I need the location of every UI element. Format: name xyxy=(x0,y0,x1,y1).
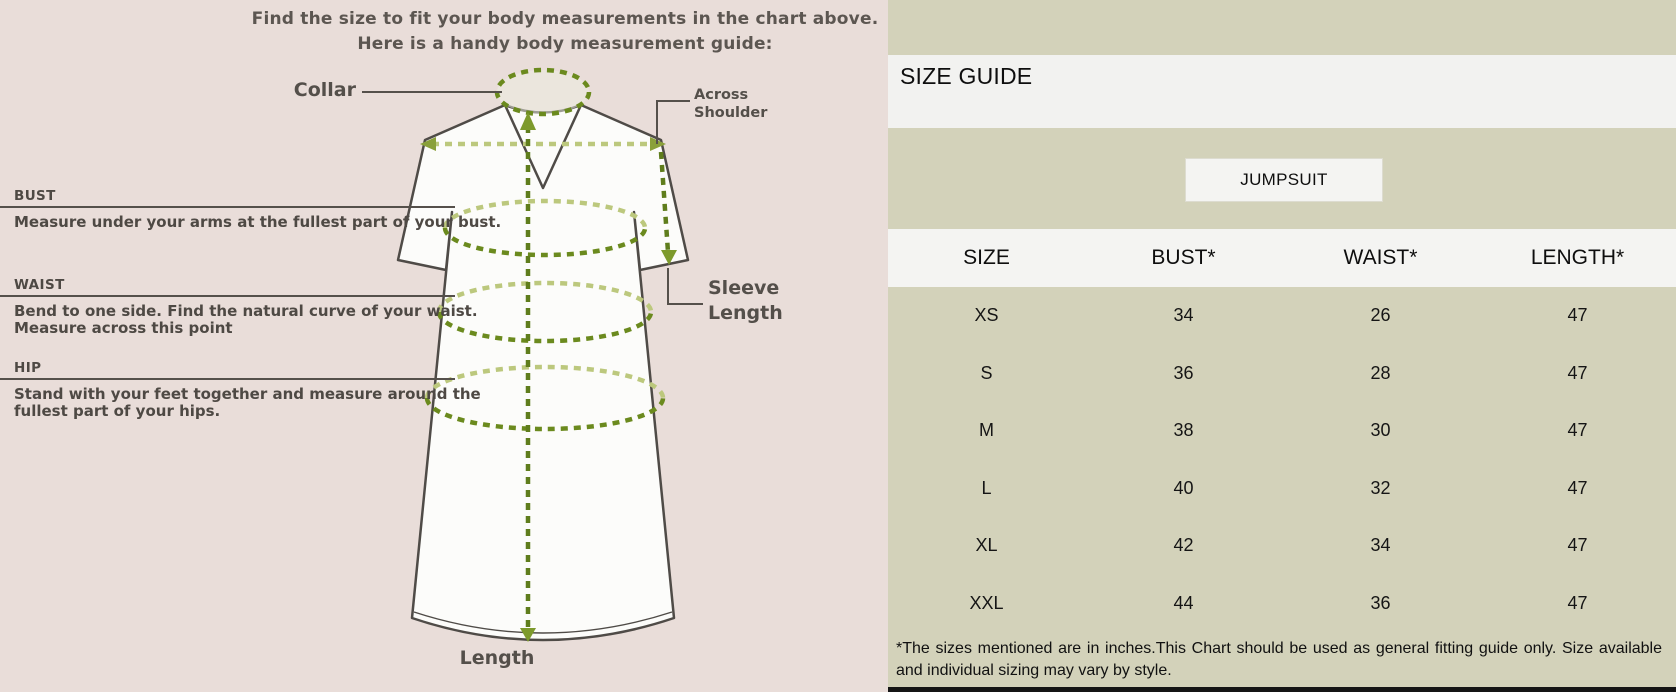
column-header-length: LENGTH* xyxy=(1530,246,1625,269)
size-cell: S xyxy=(980,362,993,383)
hip-description: Stand with your feet together and measur… xyxy=(14,385,481,420)
guide-title-line2: Here is a handy body measurement guide: xyxy=(357,34,773,54)
waist-rule xyxy=(0,295,455,297)
jumpsuit-category-button[interactable]: JUMPSUIT xyxy=(1185,158,1383,202)
bust-heading: BUST xyxy=(14,188,56,204)
length-cell: 47 xyxy=(1567,477,1588,498)
length-cell: 47 xyxy=(1567,362,1588,383)
column-header-size: SIZE xyxy=(963,246,1010,269)
waist-cell: 36 xyxy=(1370,592,1391,613)
waist-cell: 30 xyxy=(1370,420,1391,441)
size-chart-panel: SIZE GUIDE JUMPSUIT SIZE BUST* WAIST* LE… xyxy=(888,0,1676,692)
waist-cell: 34 xyxy=(1370,535,1391,556)
waist-cell: 26 xyxy=(1370,305,1391,326)
measurement-guide-panel: Find the size to fit your body measureme… xyxy=(0,0,888,692)
waist-cell: 28 xyxy=(1370,362,1391,383)
bust-cell: 44 xyxy=(1173,592,1194,613)
length-cell: 47 xyxy=(1567,305,1588,326)
length-arrow-down xyxy=(520,628,536,642)
across-shoulder-label: Across Shoulder xyxy=(694,87,768,121)
hip-heading: HIP xyxy=(14,360,42,376)
size-chart-footnote: *The sizes mentioned are in inches.This … xyxy=(896,638,1662,682)
length-cell: 47 xyxy=(1567,420,1588,441)
size-cell: L xyxy=(981,477,992,498)
size-cell: XS xyxy=(974,305,999,326)
collar-leader-line xyxy=(362,91,502,93)
length-cell: 47 xyxy=(1567,592,1588,613)
table-row-xl: XL 42 34 47 xyxy=(888,517,1676,575)
size-cell: XXL xyxy=(969,592,1004,613)
waist-ellipse xyxy=(436,280,654,313)
hip-ellipse xyxy=(424,364,666,399)
bust-cell: 34 xyxy=(1173,305,1194,326)
bust-rule xyxy=(0,206,455,208)
table-row-s: S 36 28 47 xyxy=(888,345,1676,403)
waist-cell: 32 xyxy=(1370,477,1391,498)
column-header-bust: BUST* xyxy=(1151,246,1216,269)
waist-description: Bend to one side. Find the natural curve… xyxy=(14,302,478,337)
sleeve-leader-h xyxy=(667,303,703,305)
size-cell: XL xyxy=(975,535,998,556)
footnote-line2: and individual sizing may vary by style. xyxy=(896,662,1172,679)
bust-ellipse xyxy=(442,198,648,229)
guide-title-line1: Find the size to fit your body measureme… xyxy=(251,9,879,29)
garment-diagram xyxy=(396,67,690,642)
size-table-header-row: SIZE BUST* WAIST* LENGTH* xyxy=(888,229,1676,287)
footnote-line1: *The sizes mentioned are in inches.This … xyxy=(896,640,1662,657)
collar-ellipse xyxy=(494,67,592,117)
sleeve-leader-v xyxy=(667,268,669,305)
bust-cell: 38 xyxy=(1173,420,1194,441)
bust-cell: 40 xyxy=(1173,477,1194,498)
bust-cell: 42 xyxy=(1173,535,1194,556)
hip-rule xyxy=(0,378,455,380)
size-cell: M xyxy=(979,420,994,441)
across-shoulder-leader-v xyxy=(656,100,658,144)
across-shoulder-leader-h xyxy=(656,100,690,102)
size-table-body: XS 34 26 47 S 36 28 47 M 38 30 47 L 40 3… xyxy=(888,287,1676,632)
length-label: Length xyxy=(459,647,535,669)
table-row-l: L 40 32 47 xyxy=(888,460,1676,518)
size-guide-header-band: SIZE GUIDE xyxy=(888,55,1676,128)
shoulder-arrow-right xyxy=(650,137,666,151)
bust-description: Measure under your arms at the fullest p… xyxy=(14,213,502,231)
bottom-divider-strip xyxy=(888,687,1676,692)
vneck-line xyxy=(503,104,583,190)
sleeve-length-label: Sleeve Length xyxy=(708,277,783,324)
table-row-xs: XS 34 26 47 xyxy=(888,287,1676,345)
bust-cell: 36 xyxy=(1173,362,1194,383)
shoulder-arrow-left xyxy=(420,137,436,151)
sleeve-arrow-down xyxy=(661,250,677,265)
column-header-waist: WAIST* xyxy=(1343,246,1418,269)
waist-heading: WAIST xyxy=(14,277,65,293)
sleeve-line xyxy=(658,151,671,253)
table-row-xxl: XXL 44 36 47 xyxy=(888,575,1676,633)
size-guide-title: SIZE GUIDE xyxy=(900,63,1033,89)
collar-label: Collar xyxy=(293,79,356,101)
length-cell: 47 xyxy=(1567,535,1588,556)
hem-inner-line xyxy=(413,611,673,634)
table-row-m: M 38 30 47 xyxy=(888,402,1676,460)
length-arrow-up xyxy=(520,112,536,130)
